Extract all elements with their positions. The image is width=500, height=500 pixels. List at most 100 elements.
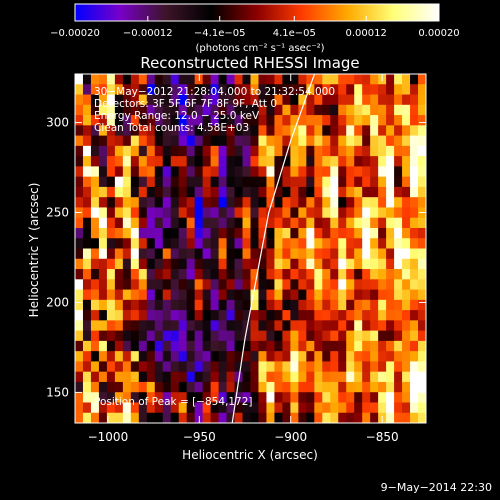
heatmap-cell [226,299,236,311]
heatmap-cell [346,197,355,209]
heatmap-cell [258,217,268,229]
heatmap-cell [346,279,355,291]
heatmap-cell [194,207,204,219]
heatmap-cell [146,279,156,291]
heatmap-cell [418,135,426,147]
heatmap-cell [258,310,268,321]
heatmap-cell [378,361,387,373]
heatmap-cell [202,84,212,96]
heatmap-cell [290,392,299,404]
heatmap-cell [170,299,180,311]
heatmap-cell [186,166,196,178]
heatmap-cell [322,135,331,147]
heatmap-cell [122,104,132,116]
heatmap-cell [306,115,315,126]
heatmap-cell [410,310,419,321]
heatmap-cell [178,104,188,116]
heatmap-cell [186,238,196,250]
heatmap-cell [274,392,284,404]
heatmap-cell [282,320,291,332]
heatmap-cell [282,135,291,147]
heatmap-cell [106,156,116,167]
y-tick-label: 150 [46,385,69,399]
heatmap-cell [418,176,426,188]
heatmap-cell [122,392,132,404]
heatmap-cell [146,176,156,188]
heatmap-cell [306,402,315,414]
heatmap-cell [354,361,363,373]
annotation-line-energy: Energy Range: 12.0 − 25.0 keV [94,110,260,122]
heatmap-cell [242,115,252,126]
heatmap-cell [282,74,291,85]
heatmap-cell [234,279,244,291]
heatmap-cell [75,104,84,116]
heatmap-cell [274,320,284,332]
heatmap-cell [146,320,156,332]
heatmap-cell [218,340,228,352]
heatmap-cell [282,156,291,167]
heatmap-cell [170,186,180,198]
heatmap-cell [170,310,180,321]
heatmap-cell [162,351,172,363]
heatmap-cell [314,227,323,239]
heatmap-cell [306,381,315,393]
heatmap-cell [194,320,204,332]
heatmap-cell [90,340,100,352]
heatmap-cell [82,145,92,157]
heatmap-cell [138,207,148,219]
heatmap-cell [226,310,236,321]
heatmap-cell [82,361,92,373]
heatmap-cell [234,156,244,167]
heatmap-cell [290,351,299,363]
heatmap-cell [210,402,220,414]
heatmap-cell [170,238,180,250]
heatmap-cell [282,176,291,188]
heatmap-cell [418,217,426,229]
heatmap-cell [162,310,172,321]
heatmap-cell [386,197,395,209]
heatmap-cell [298,238,307,250]
heatmap-cell [82,340,92,352]
heatmap-cell [122,176,132,188]
heatmap-cell [98,238,108,250]
heatmap-cell [274,238,284,250]
heatmap-cell [82,186,92,198]
heatmap-cell [234,269,244,280]
heatmap-cell [386,248,395,260]
heatmap-cell [194,310,204,321]
heatmap-cell [298,320,307,332]
heatmap-cell [146,330,156,342]
heatmap-cell [186,310,196,321]
heatmap-cell [306,269,315,280]
heatmap-cell [258,135,268,147]
heatmap-cell [170,94,180,106]
heatmap-cell [234,94,244,106]
heatmap-cell [218,392,228,404]
heatmap-cell [354,197,363,209]
heatmap-cell [274,279,284,291]
heatmap-cell [242,125,252,137]
heatmap-cell [106,258,116,270]
heatmap-cell [298,258,307,270]
heatmap-cell [370,351,379,363]
heatmap-cell [266,248,276,260]
heatmap-cell [322,104,331,116]
heatmap-cell [306,217,315,229]
heatmap-cell [410,166,419,178]
heatmap-cell [130,412,140,423]
heatmap-cell [178,217,188,229]
heatmap-cell [250,248,260,260]
heatmap-cell [130,310,140,321]
heatmap-cell [266,299,276,311]
heatmap-cell [210,125,220,137]
heatmap-cell [378,186,387,198]
heatmap-cell [82,197,92,209]
heatmap-cell [282,94,291,106]
heatmap-cell [170,156,180,167]
heatmap-cell [346,248,355,260]
heatmap-cell [138,135,148,147]
heatmap-cell [258,115,268,126]
heatmap-cell [410,381,419,393]
heatmap-cell [154,135,164,147]
heatmap-cell [346,330,355,342]
